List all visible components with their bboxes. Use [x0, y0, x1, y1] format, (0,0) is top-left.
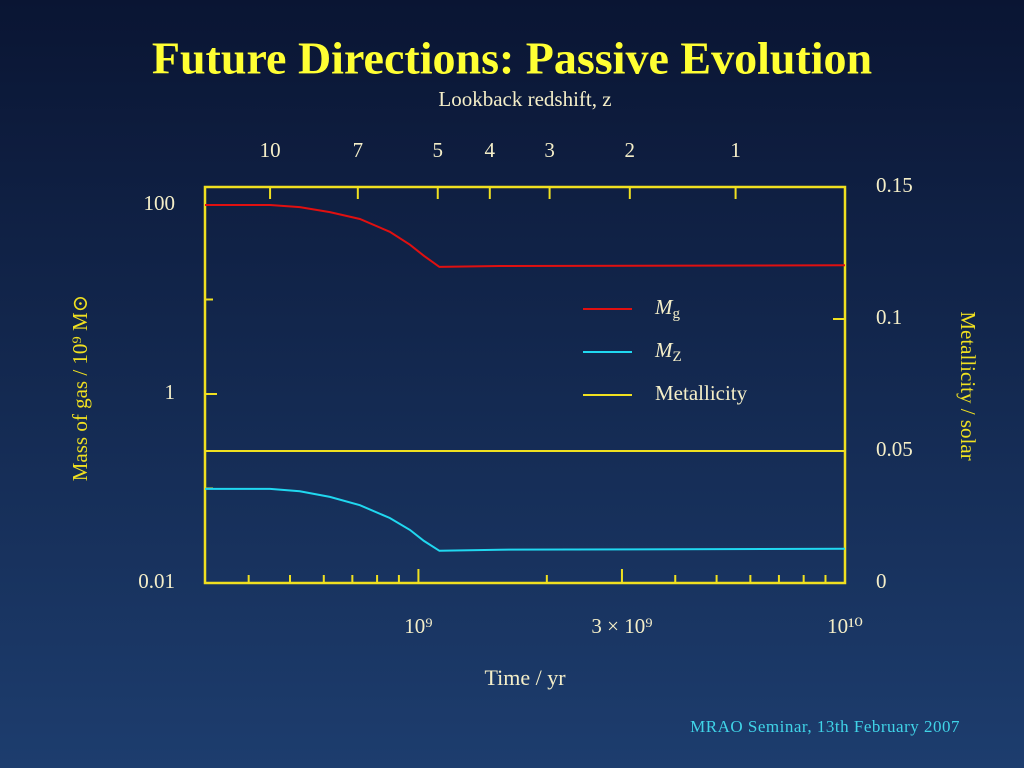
- y2-tick-label: 0: [876, 569, 887, 593]
- x-tick-label: 10¹⁰: [827, 614, 863, 638]
- top-tick-label: 1: [730, 138, 741, 162]
- top-axis-label: Lookback redshift, z: [438, 87, 611, 111]
- series-line: [205, 204, 846, 268]
- legend-label-sub: Z: [673, 349, 682, 365]
- top-tick-label: 2: [625, 138, 636, 162]
- footer: MRAO Seminar, 13th February 2007: [690, 717, 960, 736]
- top-tick-label: 3: [544, 138, 555, 162]
- y2-tick-label: 0.05: [876, 437, 913, 461]
- x-axis-label: Time / yr: [484, 665, 566, 690]
- plot-frame: [203, 185, 847, 585]
- legend-label: Mg: [654, 295, 681, 323]
- y2-tick-label: 0.15: [876, 173, 913, 197]
- legend-label: Metallicity: [655, 381, 748, 405]
- legend-label-main: M: [654, 295, 674, 319]
- y-tick-label: 1: [165, 380, 176, 404]
- x-tick-label: 3 × 10⁹: [591, 614, 652, 638]
- legend-label-sub: g: [673, 306, 681, 322]
- y2-tick-label: 0.1: [876, 305, 902, 329]
- top-tick-label: 5: [433, 138, 444, 162]
- y-tick-label: 100: [144, 191, 176, 215]
- y-tick-label: 0.01: [138, 569, 175, 593]
- legend-label-main: M: [654, 338, 674, 362]
- slide-title: Future Directions: Passive Evolution: [152, 33, 872, 84]
- top-tick-label: 7: [353, 138, 364, 162]
- legend-label: MZ: [654, 338, 682, 366]
- top-tick-label: 4: [485, 138, 496, 162]
- series-line: [205, 487, 846, 552]
- x-tick-label: 10⁹: [404, 614, 432, 638]
- y-axis-label: Mass of gas / 10⁹ M⊙: [68, 295, 92, 482]
- top-tick-label: 10: [260, 138, 281, 162]
- y2-axis-label: Metallicity / solar: [956, 311, 980, 460]
